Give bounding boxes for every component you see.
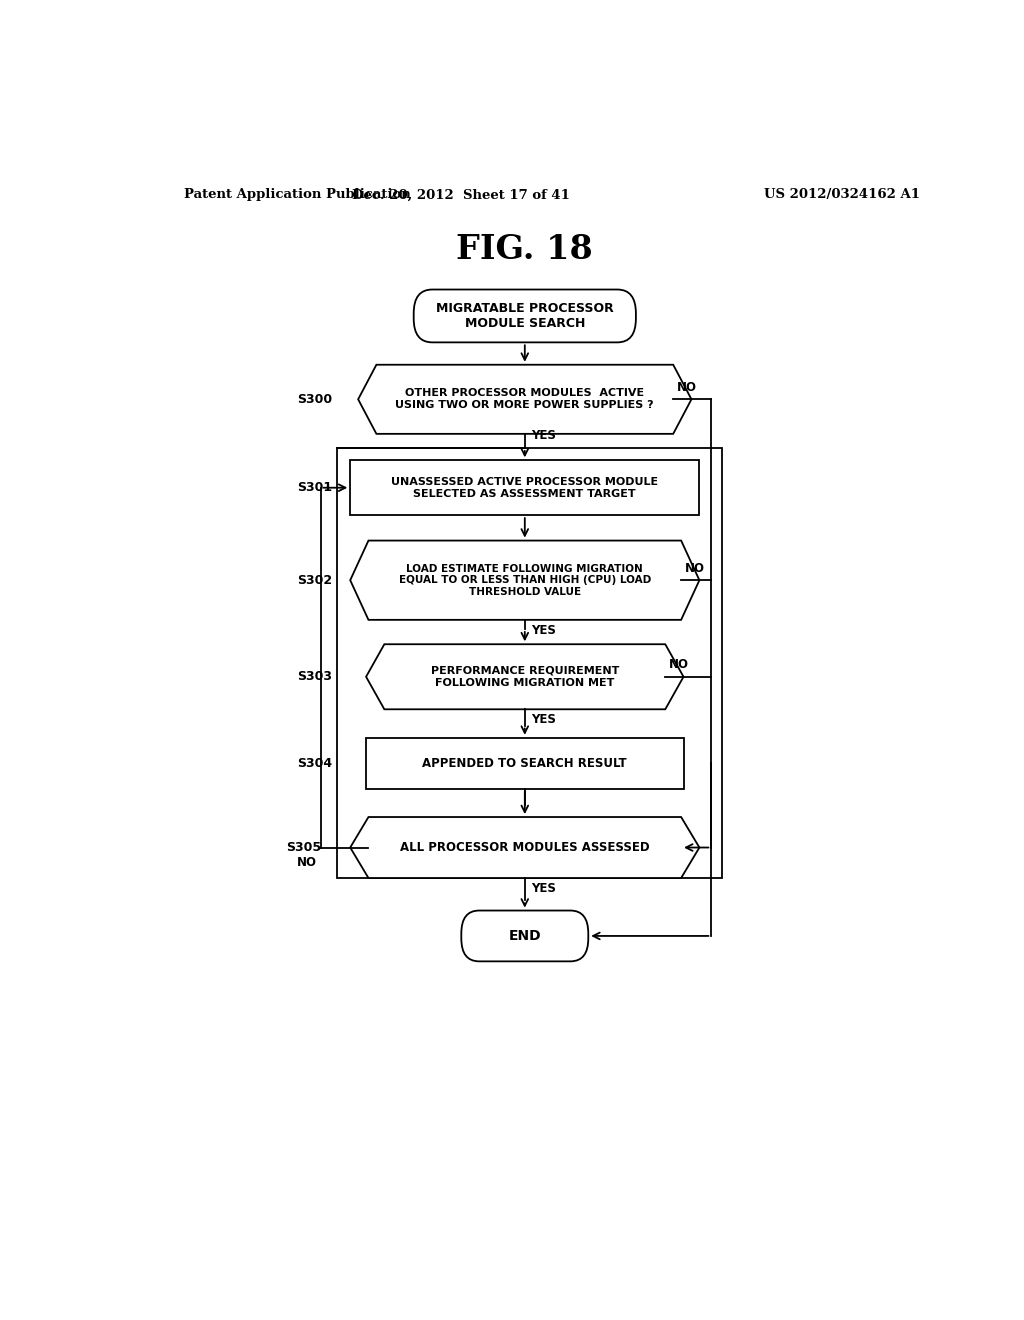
- Text: S300: S300: [297, 393, 332, 405]
- Text: END: END: [509, 929, 541, 942]
- Polygon shape: [358, 364, 691, 434]
- Text: Patent Application Publication: Patent Application Publication: [183, 189, 411, 202]
- Polygon shape: [350, 541, 699, 620]
- Text: OTHER PROCESSOR MODULES  ACTIVE
USING TWO OR MORE POWER SUPPLIES ?: OTHER PROCESSOR MODULES ACTIVE USING TWO…: [395, 388, 654, 411]
- Text: S305: S305: [286, 841, 321, 854]
- Text: S304: S304: [297, 756, 332, 770]
- FancyBboxPatch shape: [414, 289, 636, 342]
- Bar: [337, 447, 722, 878]
- Text: S302: S302: [297, 574, 332, 586]
- Text: NO: NO: [677, 380, 697, 393]
- Text: US 2012/0324162 A1: US 2012/0324162 A1: [764, 189, 921, 202]
- Text: YES: YES: [531, 713, 556, 726]
- Text: LOAD ESTIMATE FOLLOWING MIGRATION
EQUAL TO OR LESS THAN HIGH (CPU) LOAD
THRESHOL: LOAD ESTIMATE FOLLOWING MIGRATION EQUAL …: [398, 564, 651, 597]
- Text: ALL PROCESSOR MODULES ASSESSED: ALL PROCESSOR MODULES ASSESSED: [400, 841, 649, 854]
- Polygon shape: [350, 817, 699, 878]
- Bar: [367, 738, 684, 788]
- Text: S301: S301: [297, 482, 332, 494]
- Text: YES: YES: [531, 623, 556, 636]
- Text: YES: YES: [531, 429, 556, 442]
- Text: NO: NO: [297, 857, 316, 870]
- Text: PERFORMANCE REQUIREMENT
FOLLOWING MIGRATION MET: PERFORMANCE REQUIREMENT FOLLOWING MIGRAT…: [431, 667, 618, 688]
- Text: YES: YES: [531, 882, 556, 895]
- Bar: [350, 461, 699, 515]
- Text: MIGRATABLE PROCESSOR
MODULE SEARCH: MIGRATABLE PROCESSOR MODULE SEARCH: [436, 302, 613, 330]
- Text: NO: NO: [670, 659, 689, 671]
- Polygon shape: [367, 644, 684, 709]
- FancyBboxPatch shape: [461, 911, 588, 961]
- Text: UNASSESSED ACTIVE PROCESSOR MODULE
SELECTED AS ASSESSMENT TARGET: UNASSESSED ACTIVE PROCESSOR MODULE SELEC…: [391, 477, 658, 499]
- Text: S303: S303: [297, 671, 332, 684]
- Text: Dec. 20, 2012  Sheet 17 of 41: Dec. 20, 2012 Sheet 17 of 41: [352, 189, 570, 202]
- Text: NO: NO: [685, 561, 706, 574]
- Text: APPENDED TO SEARCH RESULT: APPENDED TO SEARCH RESULT: [423, 756, 627, 770]
- Text: FIG. 18: FIG. 18: [457, 234, 593, 267]
